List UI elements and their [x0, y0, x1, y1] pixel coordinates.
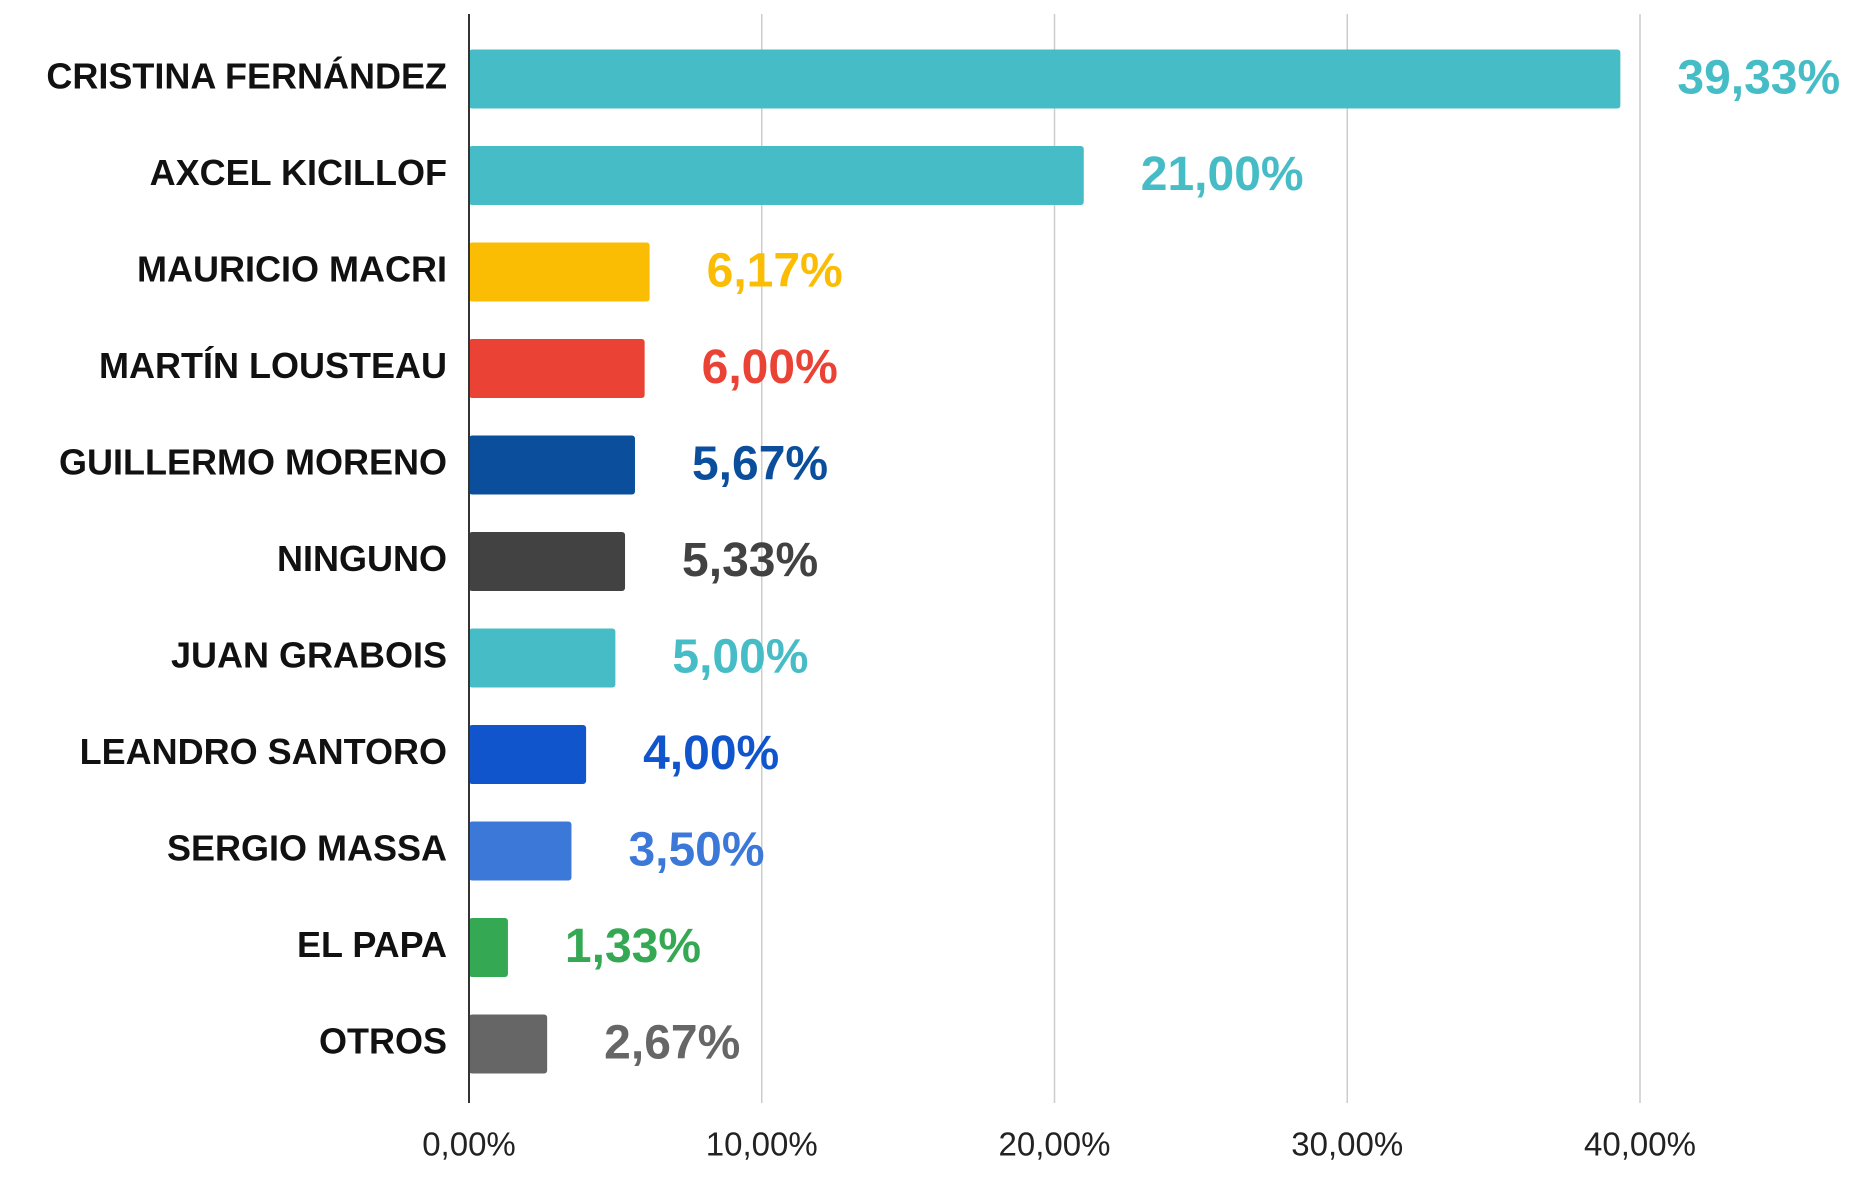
bar — [469, 918, 508, 977]
y-tick-label: MAURICIO MACRI — [137, 249, 447, 290]
data-label: 4,00% — [643, 727, 779, 780]
x-tick-label: 10,00% — [706, 1126, 818, 1163]
x-tick-label: 40,00% — [1584, 1126, 1696, 1163]
bar — [469, 821, 572, 881]
y-tick-label: JUAN GRABOIS — [171, 635, 447, 676]
bar — [469, 339, 645, 398]
bar — [469, 628, 616, 688]
bar — [469, 725, 587, 784]
data-label: 2,67% — [604, 1017, 740, 1070]
data-label: 6,00% — [702, 341, 838, 394]
bar — [469, 1014, 548, 1074]
y-tick-label: MARTÍN LOUSTEAU — [99, 345, 447, 386]
y-tick-label: CRISTINA FERNÁNDEZ — [46, 56, 447, 97]
y-tick-label: SERGIO MASSA — [167, 828, 447, 869]
data-label: 21,00% — [1141, 148, 1304, 201]
data-label: 5,33% — [682, 534, 818, 587]
bar — [469, 242, 650, 302]
y-tick-label: EL PAPA — [297, 924, 447, 965]
data-label: 5,67% — [692, 438, 828, 491]
y-tick-label: GUILLERMO MORENO — [59, 442, 447, 483]
x-tick-label: 20,00% — [999, 1126, 1111, 1163]
data-label: 1,33% — [565, 920, 701, 973]
data-label: 5,00% — [672, 631, 808, 684]
bar — [469, 49, 1621, 109]
bar — [469, 435, 635, 495]
y-tick-label: AXCEL KICILLOF — [150, 152, 447, 193]
data-label: 39,33% — [1677, 52, 1840, 105]
data-label: 6,17% — [707, 245, 843, 298]
bar — [469, 532, 626, 591]
y-tick-label: OTROS — [319, 1021, 447, 1062]
x-tick-label: 30,00% — [1291, 1126, 1403, 1163]
data-label: 3,50% — [628, 824, 764, 877]
y-tick-label: NINGUNO — [277, 538, 447, 579]
x-tick-label: 0,00% — [422, 1126, 516, 1163]
bar — [469, 146, 1084, 205]
y-tick-label: LEANDRO SANTORO — [80, 731, 447, 772]
